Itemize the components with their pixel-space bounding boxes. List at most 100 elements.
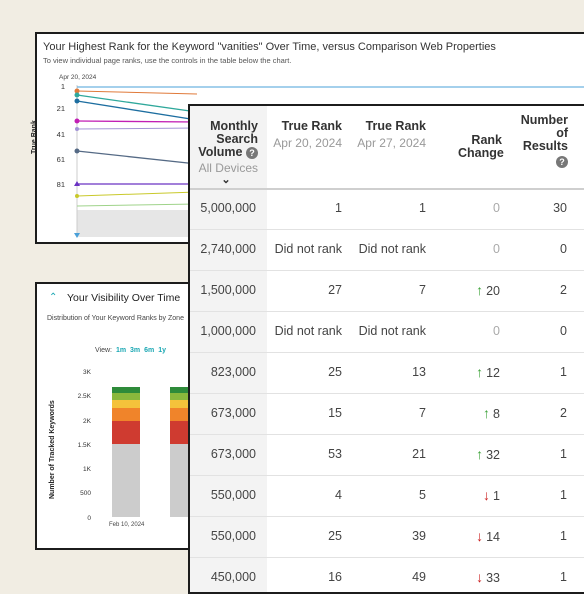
- true-rank-apr27-cell: 39: [412, 529, 426, 543]
- col-header-rank-change[interactable]: Rank Change: [458, 133, 504, 160]
- true-rank-apr20-cell: 27: [328, 283, 342, 297]
- collapse-chevron-icon[interactable]: ⌃: [49, 292, 58, 303]
- search-volume-cell: 5,000,000: [200, 201, 256, 215]
- view-option-1m[interactable]: 1m: [115, 347, 127, 354]
- view-option-1y[interactable]: 1y: [158, 347, 166, 354]
- true-rank-apr20-cell: 4: [335, 488, 342, 502]
- rank-change-cell: ↓ 1: [438, 475, 500, 517]
- table-row[interactable]: 5,000,000 1 1 0 30: [190, 188, 584, 230]
- table-row[interactable]: 1,000,000 Did not rank Did not rank 0 0: [190, 311, 584, 353]
- table-header: Monthly Search Volume ? All Devices ⌄ Tr…: [190, 106, 584, 190]
- arrow-down-icon: ↓: [476, 569, 484, 585]
- vis-y-tick: 2.5K: [77, 393, 91, 400]
- rank-change-value: 0: [493, 242, 500, 256]
- rank-change-cell: ↑ 8: [438, 393, 500, 435]
- rank-chart-subtitle: To view individual page ranks, use the c…: [43, 56, 292, 65]
- arrow-up-icon: ↑: [476, 446, 484, 462]
- view-label: View:: [95, 347, 112, 354]
- number-of-results-cell: 1: [560, 447, 567, 461]
- true-rank-apr27-cell: 49: [412, 570, 426, 584]
- true-rank-apr27-cell: Did not rank: [358, 324, 426, 338]
- search-volume-cell: 1,500,000: [200, 283, 256, 297]
- true-rank-apr27-cell: Did not rank: [358, 242, 426, 256]
- number-of-results-cell: 2: [560, 283, 567, 297]
- table-row[interactable]: 673,000 53 21 ↑ 32 1: [190, 434, 584, 476]
- true-rank-apr27-cell: 13: [412, 365, 426, 379]
- vis-y-tick: 1.5K: [77, 442, 91, 449]
- true-rank-apr20-cell: Did not rank: [274, 324, 342, 338]
- vis-x-date: Feb 10, 2024: [109, 522, 145, 528]
- rank-change-cell: 0: [438, 229, 500, 270]
- table-row[interactable]: 550,000 25 39 ↓ 14 1: [190, 516, 584, 558]
- rank-change-value: 32: [486, 448, 500, 462]
- search-volume-cell: 450,000: [210, 570, 256, 584]
- col-header-results-label: Number of Results: [520, 113, 568, 153]
- zone-bar-1: [112, 387, 140, 517]
- true-rank-apr27-cell: 1: [419, 201, 426, 215]
- rank-change-cell: ↑ 32: [438, 434, 500, 476]
- device-dropdown-chevron-icon[interactable]: ⌄: [221, 174, 231, 186]
- search-volume-cell: 673,000: [210, 447, 256, 461]
- arrow-up-icon: ↑: [476, 282, 484, 298]
- true-rank-apr27-cell: 5: [419, 488, 426, 502]
- view-option-6m[interactable]: 6m: [144, 347, 155, 354]
- rank-change-value: 0: [493, 324, 500, 338]
- vis-y-tick: 0: [87, 515, 91, 522]
- table-row[interactable]: 450,000 16 49 ↓ 33 1: [190, 557, 584, 592]
- rank-y-tick: 81: [56, 180, 65, 189]
- rank-change-value: 8: [493, 407, 500, 421]
- number-of-results-cell: 1: [560, 570, 567, 584]
- msv-help-icon[interactable]: ?: [246, 146, 258, 159]
- number-of-results-cell: 2: [560, 406, 567, 420]
- rank-chart-date: Apr 20, 2024: [59, 74, 97, 81]
- number-of-results-cell: 1: [560, 529, 567, 543]
- col-header-results[interactable]: Number of Results ?: [513, 114, 568, 168]
- rank-change-cell: ↓ 14: [438, 516, 500, 558]
- table-row[interactable]: 673,000 15 7 ↑ 8 2: [190, 393, 584, 435]
- rank-change-value: 33: [486, 571, 500, 585]
- col-header-tr2-date: Apr 27, 2024: [357, 136, 426, 150]
- rank-y-tick: 21: [56, 104, 65, 113]
- col-header-msv[interactable]: Monthly Search Volume ? All Devices ⌄: [194, 120, 258, 187]
- search-volume-cell: 823,000: [210, 365, 256, 379]
- rank-change-value: 20: [486, 284, 500, 298]
- table-row[interactable]: 2,740,000 Did not rank Did not rank 0 0: [190, 229, 584, 271]
- rank-change-cell: 0: [438, 188, 500, 229]
- true-rank-apr20-cell: Did not rank: [274, 242, 342, 256]
- search-volume-cell: 1,000,000: [200, 324, 256, 338]
- search-volume-cell: 673,000: [210, 406, 256, 420]
- true-rank-apr20-cell: 15: [328, 406, 342, 420]
- device-filter-label[interactable]: All Devices: [198, 161, 258, 175]
- search-volume-cell: 550,000: [210, 529, 256, 543]
- arrow-down-icon: ↓: [483, 487, 491, 503]
- view-range-selector: View: 1m 3m 6m 1y: [95, 347, 166, 354]
- table-row[interactable]: 1,500,000 27 7 ↑ 20 2: [190, 270, 584, 312]
- col-header-msv-label: Monthly Search Volume: [198, 119, 258, 159]
- col-header-true-rank-2[interactable]: True Rank Apr 27, 2024: [354, 119, 426, 150]
- true-rank-apr27-cell: 21: [412, 447, 426, 461]
- col-header-tr2-label: True Rank: [365, 119, 426, 133]
- search-volume-cell: 550,000: [210, 488, 256, 502]
- rank-change-value: 14: [486, 530, 500, 544]
- msv-column-bg: [190, 106, 267, 592]
- true-rank-apr27-cell: 7: [419, 406, 426, 420]
- arrow-down-icon: ↓: [476, 528, 484, 544]
- visibility-title: Your Visibility Over Time: [67, 292, 181, 304]
- table-row[interactable]: 550,000 4 5 ↓ 1 1: [190, 475, 584, 517]
- visibility-subtitle: Distribution of Your Keyword Ranks by Zo…: [47, 315, 184, 322]
- table-row[interactable]: 823,000 25 13 ↑ 12 1: [190, 352, 584, 394]
- results-help-icon[interactable]: ?: [556, 156, 568, 168]
- number-of-results-cell: 1: [560, 488, 567, 502]
- true-rank-apr20-cell: 1: [335, 201, 342, 215]
- number-of-results-cell: 1: [560, 365, 567, 379]
- col-header-true-rank-1[interactable]: True Rank Apr 20, 2024: [270, 120, 342, 150]
- rank-change-cell: ↑ 20: [438, 270, 500, 312]
- arrow-up-icon: ↑: [476, 364, 484, 380]
- search-volume-cell: 2,740,000: [200, 242, 256, 256]
- rank-y-tick: 41: [56, 130, 65, 139]
- vis-y-tick: 1K: [83, 466, 91, 473]
- rank-change-cell: ↓ 33: [438, 557, 500, 592]
- vis-y-tick: 2K: [83, 418, 91, 425]
- rank-change-value: 0: [493, 201, 500, 215]
- view-option-3m[interactable]: 3m: [130, 347, 141, 354]
